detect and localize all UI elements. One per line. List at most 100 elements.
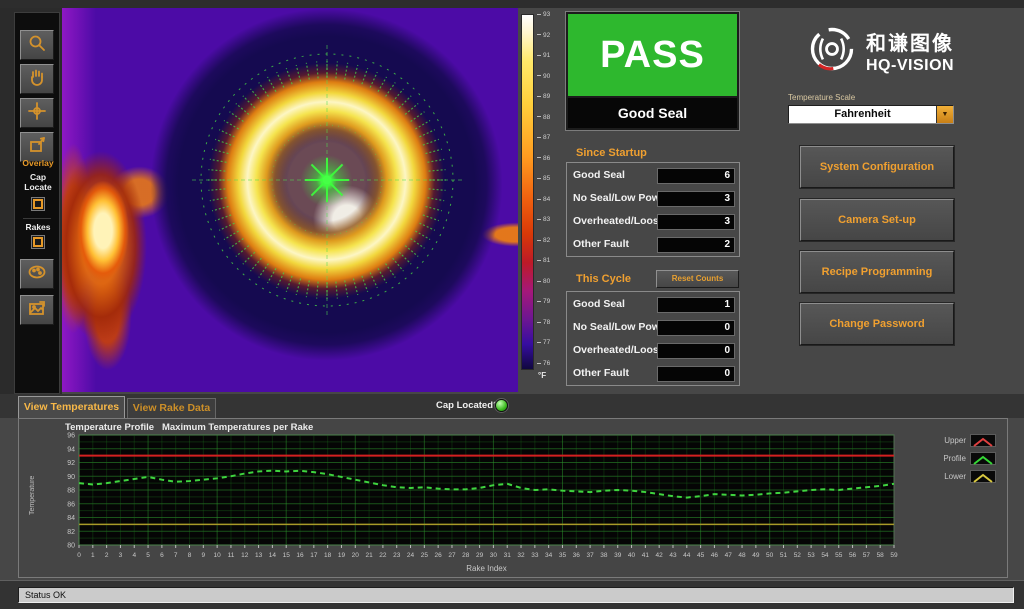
x-tick-label: 30 <box>490 552 498 559</box>
colorbar-tick-label: 84 <box>537 196 550 203</box>
y-tick-label: 82 <box>67 529 75 536</box>
status-bar: Status OK <box>18 587 1014 603</box>
change-password-button[interactable]: Change Password <box>799 302 955 346</box>
legend-item-profile[interactable]: Profile <box>904 451 996 466</box>
result-message: Good Seal <box>568 96 737 128</box>
temperature-scale-dropdown[interactable]: Fahrenheit ▼ <box>788 105 954 124</box>
stat-label: No Seal/Low Power <box>573 321 670 333</box>
x-tick-label: 51 <box>780 552 788 559</box>
stat-row: No Seal/Low Power 0 <box>573 320 735 337</box>
brand-logo: 和谦图像 HQ-VISION <box>806 20 1016 82</box>
snapshot-icon <box>27 298 47 323</box>
chart-title: Temperature Profile Maximum Temperatures… <box>65 422 314 433</box>
stat-label: Good Seal <box>573 298 625 310</box>
cap-located-led <box>495 399 508 412</box>
since-startup-title: Since Startup <box>576 147 647 159</box>
tab-view-rake-data[interactable]: View Rake Data <box>127 398 216 418</box>
x-tick-label: 40 <box>628 552 636 559</box>
y-tick-label: 86 <box>67 501 75 508</box>
hq-vision-eye-icon <box>806 23 858 80</box>
region-select-tool-button[interactable] <box>20 132 54 162</box>
region-select-icon <box>27 135 47 160</box>
x-tick-label: 23 <box>393 552 401 559</box>
zoom-tool-button[interactable] <box>20 30 54 60</box>
this-cycle-title: This Cycle <box>576 273 632 285</box>
x-tick-label: 19 <box>338 552 346 559</box>
cap-located-label: Cap Located? <box>436 400 499 411</box>
result-status-indicator: PASS <box>568 14 737 96</box>
stat-row: Good Seal 6 <box>573 168 735 185</box>
x-tick-label: 57 <box>863 552 871 559</box>
stat-label: Overheated/Loose <box>573 344 665 356</box>
rakes-label: Rakes <box>25 222 51 232</box>
stat-label: Good Seal <box>573 169 625 181</box>
x-tick-label: 54 <box>821 552 829 559</box>
temperature-scale-label: Temperature Scale <box>788 93 856 102</box>
series-profile <box>78 469 895 499</box>
snapshot-tool-button[interactable] <box>20 295 54 325</box>
camera-setup-button[interactable]: Camera Set-up <box>799 198 955 242</box>
x-tick-label: 26 <box>435 552 443 559</box>
system-configuration-button[interactable]: System Configuration <box>799 145 955 189</box>
x-tick-label: 6 <box>160 552 164 559</box>
legend-label: Profile <box>943 454 966 463</box>
pan-tool-button[interactable] <box>20 64 54 94</box>
x-tick-label: 4 <box>132 552 136 559</box>
x-tick-label: 14 <box>269 552 277 559</box>
colorbar-tick-label: 91 <box>537 52 550 59</box>
reset-counts-button[interactable]: Reset Counts <box>656 270 739 288</box>
x-tick-label: 53 <box>808 552 816 559</box>
y-tick-label: 80 <box>67 543 75 550</box>
colorbar-tick-label: 81 <box>537 257 550 264</box>
stat-row: No Seal/Low Power 3 <box>573 191 735 208</box>
stat-value: 6 <box>657 168 735 184</box>
recipe-programming-button[interactable]: Recipe Programming <box>799 250 955 294</box>
top-strip <box>0 0 1024 8</box>
rakes-checkbox[interactable] <box>31 235 45 249</box>
x-tick-label: 16 <box>296 552 304 559</box>
y-tick-label: 90 <box>67 474 75 481</box>
stat-row: Other Fault 2 <box>573 237 735 254</box>
legend-item-lower[interactable]: Lower <box>904 469 996 484</box>
x-tick-label: 12 <box>241 552 249 559</box>
x-tick-label: 43 <box>669 552 677 559</box>
x-tick-label: 25 <box>421 552 429 559</box>
colorbar-tick-label: 85 <box>537 175 550 182</box>
x-tick-label: 31 <box>504 552 512 559</box>
crosshair-tool-button[interactable] <box>20 98 54 128</box>
colorbar-tick-label: 86 <box>537 155 550 162</box>
thermal-image-display[interactable] <box>62 8 518 392</box>
tab-view-temperatures[interactable]: View Temperatures <box>18 396 125 418</box>
x-tick-label: 56 <box>849 552 857 559</box>
colorbar-tick-label: 89 <box>537 93 550 100</box>
legend-label: Lower <box>944 472 966 481</box>
legend-item-upper[interactable]: Upper <box>904 433 996 448</box>
palette-tool-button[interactable] <box>20 259 54 289</box>
stat-label: No Seal/Low Power <box>573 192 670 204</box>
crosshair-icon <box>27 101 47 126</box>
stat-value: 1 <box>657 297 735 313</box>
x-tick-label: 29 <box>476 552 484 559</box>
colorbar-unit-label: °F <box>538 371 547 380</box>
x-tick-label: 10 <box>214 552 222 559</box>
x-tick-label: 38 <box>600 552 608 559</box>
x-tick-label: 28 <box>462 552 470 559</box>
brand-name-cn: 和谦图像 <box>866 33 954 55</box>
palette-icon <box>27 262 47 287</box>
x-tick-label: 58 <box>877 552 885 559</box>
colorbar-tick-label: 83 <box>537 216 550 223</box>
temperature-scale-value: Fahrenheit <box>834 108 891 120</box>
x-tick-label: 37 <box>586 552 594 559</box>
x-tick-label: 5 <box>146 552 150 559</box>
stat-value: 0 <box>657 343 735 359</box>
x-tick-label: 17 <box>310 552 318 559</box>
cap-locate-checkbox[interactable] <box>31 197 45 211</box>
toolbar-divider <box>23 218 51 219</box>
x-tick-label: 48 <box>738 552 746 559</box>
chevron-down-icon[interactable]: ▼ <box>936 106 953 123</box>
x-tick-label: 9 <box>202 552 206 559</box>
brand-name-en: HQ-VISION <box>866 57 955 74</box>
brand-text: 和谦图像 HQ-VISION <box>866 27 954 75</box>
colorbar-tick-label: 80 <box>537 278 550 285</box>
